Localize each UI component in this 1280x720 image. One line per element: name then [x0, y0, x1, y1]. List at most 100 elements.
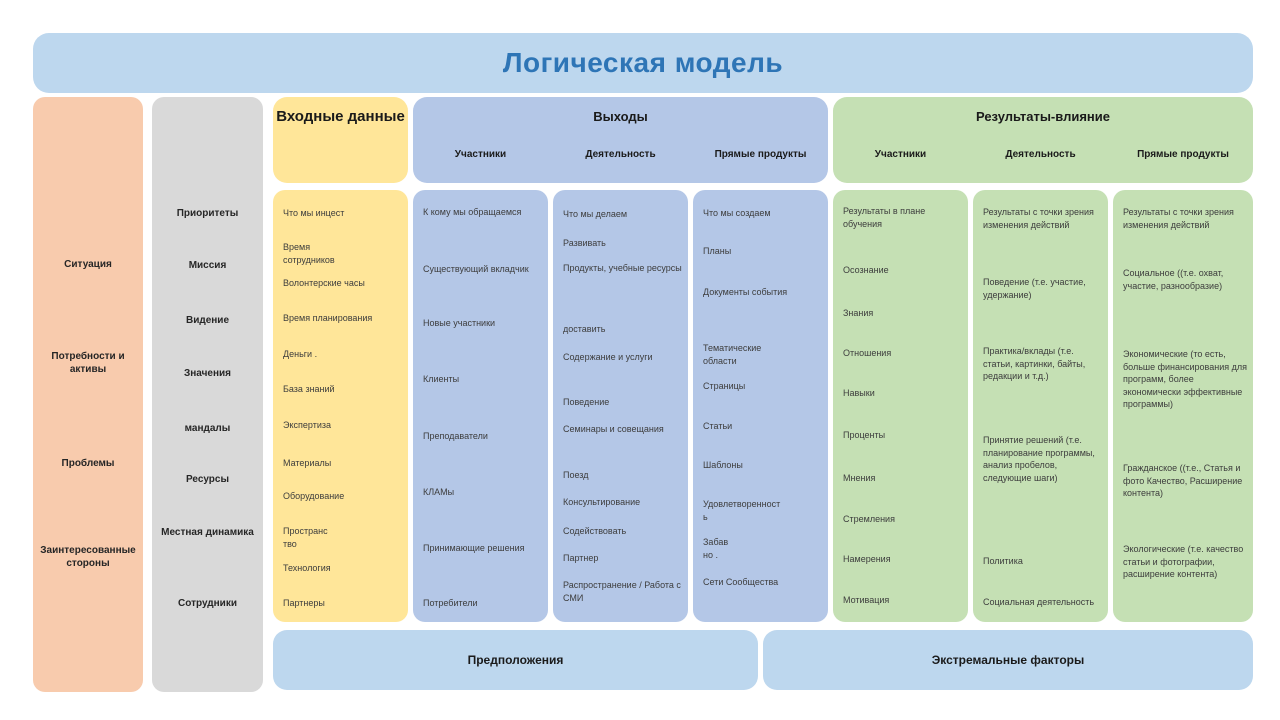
- list-item: Клиенты: [423, 374, 460, 384]
- subheader-products: Прямые продукты: [1137, 149, 1229, 160]
- subheader-activities: Деятельность: [1005, 149, 1076, 160]
- list-item: доставить: [563, 324, 606, 334]
- outputs-header-label: Выходы: [593, 109, 648, 124]
- list-item: Новые участники: [423, 318, 496, 328]
- priorities-item: Приоритеты: [176, 208, 239, 219]
- list-item: Принимающие решения: [423, 543, 525, 553]
- priorities-item: Видение: [185, 315, 230, 326]
- list-item: Результаты с точки зрения изменения дейс…: [983, 207, 1094, 230]
- list-item: Время планирования: [283, 313, 373, 323]
- list-item: Осознание: [843, 265, 889, 275]
- outputs-header: Выходы Участники Деятельность Прямые про…: [413, 97, 828, 183]
- outcomes-products-column: Результаты с точки зрения изменения дейс…: [1113, 190, 1253, 622]
- list-item: Экспертиза: [283, 420, 331, 430]
- list-item: Содействовать: [563, 526, 627, 536]
- list-item: Отношения: [843, 348, 892, 358]
- situation-item: Проблемы: [61, 458, 115, 469]
- list-item: Развивать: [563, 238, 606, 248]
- outputs-activities-column: Что мы делаем Развивать Продукты, учебны…: [553, 190, 688, 622]
- subheader-participants: Участники: [454, 149, 507, 160]
- list-item: Практика/вклады (т.е. статьи, картинки, …: [983, 346, 1086, 382]
- list-item: Тематические области: [703, 343, 762, 366]
- outputs-participants-column: К кому мы обращаемся Существующий вкладч…: [413, 190, 548, 622]
- situation-column: Ситуация Потребности и активы Проблемы З…: [33, 97, 143, 692]
- list-item: Стремления: [843, 514, 895, 524]
- assumptions-label: Предположения: [467, 653, 564, 667]
- priorities-item: Ресурсы: [185, 474, 230, 485]
- priorities-item: мандалы: [184, 423, 231, 434]
- list-item: Проценты: [843, 430, 886, 440]
- list-item: Принятие решений (т.е. планирование прог…: [983, 435, 1095, 483]
- list-item: Документы события: [703, 287, 788, 297]
- list-item: Материалы: [283, 458, 332, 468]
- priorities-item: Миссия: [188, 260, 227, 271]
- external-factors-label: Экстремальные факторы: [931, 653, 1085, 667]
- list-item: К кому мы обращаемся: [423, 207, 522, 217]
- subheader-participants: Участники: [874, 149, 927, 160]
- list-item: Поведение (т.е. участие, удержание): [983, 277, 1086, 300]
- priorities-item: Местная динамика: [161, 527, 254, 538]
- subheader-products: Прямые продукты: [714, 149, 807, 160]
- list-item: Продукты, учебные ресурсы: [563, 263, 682, 273]
- list-item: Содержание и услуги: [563, 352, 653, 362]
- list-item: Что мы инцест: [283, 208, 345, 218]
- list-item: Что мы создаем: [703, 208, 771, 218]
- inputs-list: Что мы инцест Время сотрудников Волонтер…: [273, 190, 408, 622]
- list-item: Намерения: [843, 554, 891, 564]
- page-title: Логическая модель: [502, 47, 784, 78]
- outputs-subheaders: Участники Деятельность Прямые продукты: [413, 149, 828, 160]
- list-item: Распространение / Работа с СМИ: [563, 580, 681, 603]
- outcomes-subheaders: Участники Деятельность Прямые продукты: [833, 149, 1253, 160]
- list-item: База знаний: [283, 384, 335, 394]
- list-item: Семинары и совещания: [563, 424, 664, 434]
- list-item: Статьи: [703, 421, 733, 431]
- list-item: Поведение: [563, 397, 610, 407]
- list-item: Что мы делаем: [563, 209, 628, 219]
- outputs-products-column: Что мы создаем Планы Документы события Т…: [693, 190, 828, 622]
- outcomes-participants-column: Результаты в плане обучения Осознание Зн…: [833, 190, 968, 622]
- list-item: Шаблоны: [703, 460, 743, 470]
- list-item: Преподаватели: [423, 431, 488, 441]
- outcomes-header: Результаты-влияние Участники Деятельност…: [833, 97, 1253, 183]
- list-item: Существующий вкладчик: [423, 264, 529, 274]
- subheader-activities: Деятельность: [585, 149, 656, 160]
- list-item: Консультирование: [563, 497, 641, 507]
- list-item: Мотивация: [843, 595, 890, 605]
- list-item: Социальное ((т.е. охват, участие, разноо…: [1123, 268, 1224, 291]
- list-item: Планы: [703, 246, 732, 256]
- list-item: Оборудование: [283, 491, 345, 501]
- list-item: Экологические (т.е. качество статьи и фо…: [1123, 544, 1244, 580]
- list-item: Навыки: [843, 388, 875, 398]
- list-item: Технология: [283, 563, 331, 573]
- list-item: Время сотрудников: [283, 242, 335, 265]
- outcomes-activities-column: Результаты с точки зрения изменения дейс…: [973, 190, 1108, 622]
- list-item: Мнения: [843, 473, 876, 483]
- list-item: Волонтерские часы: [283, 278, 365, 288]
- list-item: Партнер: [563, 553, 599, 563]
- situation-item: Потребности и активы: [51, 351, 125, 375]
- list-item: Экономические (то есть, больше финансиро…: [1123, 349, 1247, 410]
- list-item: Социальная деятельность: [983, 597, 1095, 607]
- priorities-item: Сотрудники: [178, 598, 237, 609]
- assumptions-bar: Предположения: [273, 630, 758, 690]
- list-item: Политика: [983, 556, 1023, 566]
- list-item: Результаты в плане обучения: [843, 206, 926, 229]
- situation-item: Заинтересованные стороны: [40, 545, 136, 569]
- list-item: КЛАМы: [423, 487, 455, 497]
- list-item: Страницы: [703, 381, 746, 391]
- inputs-header: Входные данные: [273, 97, 408, 183]
- inputs-header-label: Входные данные: [276, 108, 405, 125]
- priorities-item: Значения: [183, 368, 231, 379]
- list-item: Поезд: [563, 470, 589, 480]
- external-factors-bar: Экстремальные факторы: [763, 630, 1253, 690]
- situation-item: Ситуация: [64, 259, 112, 270]
- list-item: Потребители: [423, 598, 478, 608]
- list-item: Знания: [843, 308, 874, 318]
- list-item: Деньги .: [283, 349, 318, 359]
- priorities-column: Приоритеты Миссия Видение Значения манда…: [152, 97, 263, 692]
- list-item: Сети Сообщества: [703, 577, 779, 587]
- list-item: Партнеры: [283, 598, 325, 608]
- list-item: Удовлетворенност ь: [703, 499, 781, 522]
- list-item: Забав но .: [703, 537, 729, 560]
